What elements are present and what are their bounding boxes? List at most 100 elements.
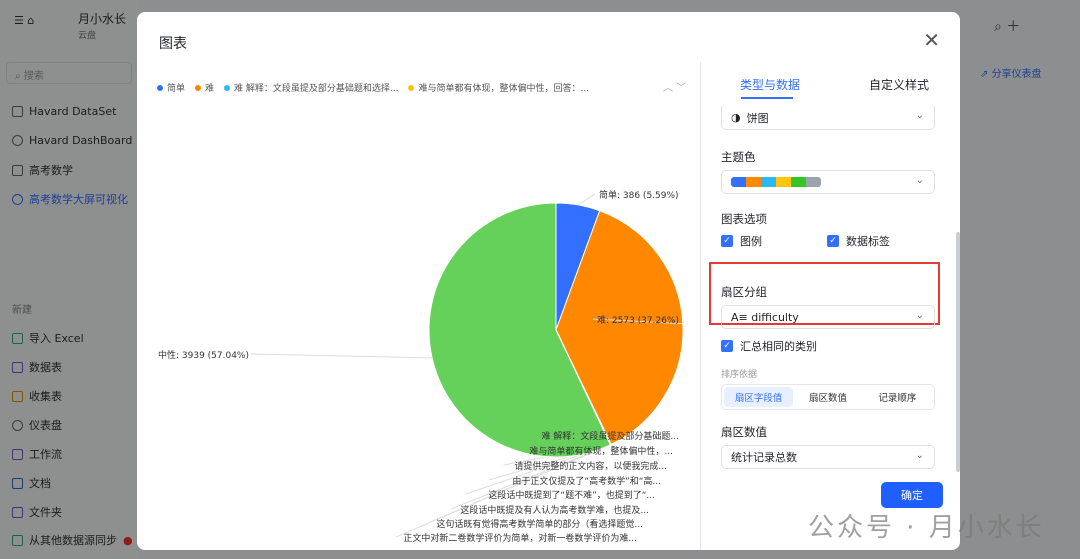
legend-pager[interactable]: ︿ ﹀ xyxy=(663,83,687,94)
tab-type-data[interactable]: 类型与数据 xyxy=(740,78,801,92)
tab-custom-style[interactable]: 自定义样式 xyxy=(869,78,930,92)
legend-text: 简单 xyxy=(167,84,186,94)
chart-options-label: 图表选项 xyxy=(721,212,767,226)
label-leader-line xyxy=(396,444,611,538)
panel-scrollbar[interactable] xyxy=(956,232,960,472)
chart-type-select[interactable]: ◑ 饼图 ⌄ xyxy=(721,106,935,130)
legend-dot xyxy=(157,85,163,91)
new-folder[interactable]: 文件夹 xyxy=(12,504,62,520)
close-icon[interactable]: ✕ xyxy=(923,28,940,52)
dashboard-icon xyxy=(12,193,23,205)
active-tab-indicator xyxy=(741,97,793,99)
search-input[interactable]: ⌕ 搜索 xyxy=(6,62,132,84)
confirm-button[interactable]: 确定 xyxy=(881,482,943,508)
table-icon xyxy=(12,106,23,117)
legend-item[interactable]: 难与简单都有体现，整体偏中性，回答：... xyxy=(408,81,589,94)
sort-label: 排序依据 xyxy=(721,370,758,380)
share-label: 分享仪表盘 xyxy=(991,69,1042,80)
new-label: 仪表盘 xyxy=(29,419,62,432)
pie-data-label: 难: 2573 (37.26%) xyxy=(597,316,679,326)
value-select[interactable]: 统计记录总数 ⌄ xyxy=(721,445,935,469)
check-icon: ✓ xyxy=(827,235,839,247)
new-sync[interactable]: 从其他数据源同步 ● xyxy=(12,532,133,548)
new-form[interactable]: 收集表 xyxy=(12,388,62,404)
data-label-checkbox[interactable]: ✓ 数据标签 xyxy=(827,233,890,249)
sidebar-item-gaokao-dashboard[interactable]: 高考数学大屏可视化 xyxy=(12,191,128,207)
merge-checkbox[interactable]: ✓ 汇总相同的类别 xyxy=(721,338,817,354)
legend-dot xyxy=(195,85,202,91)
theme-color-select[interactable]: ⌄ xyxy=(721,170,935,194)
pie-data-label: 正文中对新二卷数学评价为简单，对新一卷数学评价为难... xyxy=(403,534,637,544)
new-workflow[interactable]: 工作流 xyxy=(12,446,62,462)
swatch xyxy=(746,177,761,187)
nav-label: 高考数学 xyxy=(29,164,73,177)
new-label: 文档 xyxy=(29,477,51,490)
check-icon: ✓ xyxy=(721,235,733,247)
pie-data-label: 简单: 386 (5.59%) xyxy=(599,191,679,201)
legend-option-label: 图例 xyxy=(740,235,762,248)
chart-type-value: 饼图 xyxy=(746,111,769,125)
chevron-down-icon: ⌄ xyxy=(915,175,924,186)
pie-icon: ◑ xyxy=(731,111,741,124)
sort-option-value[interactable]: 扇区数值 xyxy=(808,393,847,404)
chevron-down-icon: ⌄ xyxy=(915,310,924,321)
sort-option-record[interactable]: 记录顺序 xyxy=(878,393,917,404)
swatch xyxy=(776,177,791,187)
new-dashboard[interactable]: 仪表盘 xyxy=(12,417,62,433)
legend-text: 难 解释：文段虽提及部分基础题和选择... xyxy=(234,84,399,94)
form-icon xyxy=(12,390,23,402)
sidebar-item-havard-dashboard[interactable]: Havard DashBoard xyxy=(12,134,132,147)
pie-data-label: 难与简单都有体现，整体偏中性，... xyxy=(529,447,673,457)
sort-segmented-control: 扇区字段值 扇区数值 记录顺序 xyxy=(721,384,935,410)
pie-slice[interactable] xyxy=(428,202,612,458)
excel-icon xyxy=(12,332,23,344)
legend-dot xyxy=(224,85,231,91)
new-doc[interactable]: 文档 xyxy=(12,475,51,491)
sidebar-item-gaokao-math[interactable]: 高考数学 xyxy=(12,162,73,178)
pie-data-label: 难 解释：文段虽提及部分基础题... xyxy=(541,432,679,442)
settings-panel: 类型与数据 自定义样式 ◑ 饼图 ⌄ 主题色 ⌄ 图表选项 ✓ 图例 ✓ 数据标签 扇区… xyxy=(700,62,960,550)
legend-text: 难与简单都有体现，整体偏中性，回答：... xyxy=(418,84,590,94)
value-select-value: 统计记录总数 xyxy=(731,451,797,464)
share-dashboard-button[interactable]: ⇗ 分享仪表盘 xyxy=(980,69,1042,80)
swatch xyxy=(806,177,821,187)
legend-item[interactable]: 简单 xyxy=(157,81,185,94)
label-leader-line xyxy=(592,318,683,325)
swatch xyxy=(731,177,746,187)
group-field-select[interactable]: A≡ difficulty ⌄ xyxy=(721,305,935,329)
new-label: 从其他数据源同步 xyxy=(29,534,117,547)
check-icon: ✓ xyxy=(721,340,733,352)
value-label: 扇区数值 xyxy=(721,425,767,439)
sidebar: ☰ ⌂ 月小水长 云盘 ⌕ 搜索 Havard DataSet Havard D… xyxy=(0,0,138,559)
red-dot-icon: ● xyxy=(123,533,133,547)
sync-icon xyxy=(12,534,23,546)
new-table[interactable]: 数据表 xyxy=(12,359,62,375)
sidebar-item-havard-dataset[interactable]: Havard DataSet xyxy=(12,105,116,118)
folder-icon xyxy=(12,506,23,518)
sidebar-toggle-icon[interactable]: ☰ ⌂ xyxy=(14,14,35,27)
new-label: 导入 Excel xyxy=(29,332,84,345)
workspace-name: 月小水长 xyxy=(78,12,127,26)
dashboard-icon xyxy=(12,419,23,431)
breadcrumb[interactable]: 云盘 xyxy=(78,31,97,41)
search-icon[interactable]: ⌕ ＋ xyxy=(994,19,1021,35)
new-section-title: 新建 xyxy=(12,305,32,316)
chart-legend: 简单 难 难 解释：文段虽提及部分基础题和选择... 难与简单都有体现，整体偏中性，回… xyxy=(157,81,589,94)
chevron-down-icon: ⌄ xyxy=(915,450,924,461)
legend-dot xyxy=(408,85,415,91)
sort-option-field[interactable]: 扇区字段值 xyxy=(724,387,794,407)
legend-checkbox[interactable]: ✓ 图例 xyxy=(721,233,762,249)
group-label: 扇区分组 xyxy=(721,285,767,299)
group-field-value: A≡ difficulty xyxy=(731,310,799,324)
theme-swatches xyxy=(731,177,821,187)
data-label-option-label: 数据标签 xyxy=(846,235,890,248)
dashboard-icon xyxy=(12,135,23,146)
new-label: 数据表 xyxy=(29,361,62,374)
legend-item[interactable]: 难 xyxy=(195,81,214,94)
pie-data-label: 由于正文仅提及了“高考数学”和“高... xyxy=(512,477,661,487)
legend-item[interactable]: 难 解释：文段虽提及部分基础题和选择... xyxy=(224,81,398,94)
new-import-excel[interactable]: 导入 Excel xyxy=(12,330,84,346)
watermark: 公众号 · 月小水长 xyxy=(808,513,1045,543)
pie-chart xyxy=(250,193,684,538)
